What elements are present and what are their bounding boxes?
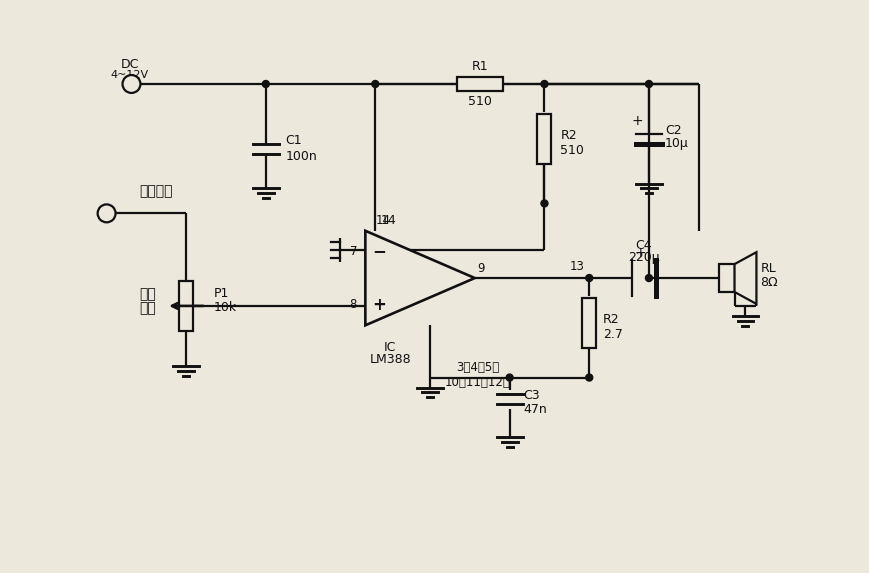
Text: LM388: LM388: [369, 352, 411, 366]
Text: R2: R2: [603, 313, 620, 327]
Text: 510: 510: [468, 95, 492, 108]
Polygon shape: [365, 231, 474, 325]
Text: 10、11、12脚: 10、11、12脚: [445, 376, 511, 389]
Text: P1: P1: [214, 288, 229, 300]
Text: +: +: [372, 296, 386, 314]
Circle shape: [541, 200, 548, 207]
Text: 47n: 47n: [523, 403, 547, 416]
Text: −: −: [372, 242, 386, 260]
Circle shape: [123, 75, 141, 93]
Text: 14: 14: [381, 214, 396, 227]
Bar: [457, 77, 502, 91]
Text: 7: 7: [349, 245, 357, 258]
Text: 8: 8: [349, 299, 357, 311]
Bar: [179, 281, 193, 331]
Text: 音量: 音量: [140, 287, 156, 301]
Text: 调节: 调节: [140, 301, 156, 315]
Text: DC: DC: [120, 57, 139, 70]
Bar: [719, 264, 734, 292]
Text: 13: 13: [570, 260, 585, 273]
Text: +: +: [631, 114, 643, 128]
Text: 9: 9: [477, 262, 484, 274]
Circle shape: [586, 374, 593, 381]
Text: R2: R2: [561, 129, 577, 142]
Text: C1: C1: [286, 134, 302, 147]
Text: 10k: 10k: [214, 301, 237, 315]
Bar: [582, 298, 596, 348]
Text: C2: C2: [665, 124, 681, 138]
Text: 4~12V: 4~12V: [110, 70, 149, 80]
Text: 2.7: 2.7: [603, 328, 623, 342]
Text: 14: 14: [375, 214, 390, 227]
Text: 220μ: 220μ: [628, 250, 660, 264]
Circle shape: [586, 274, 593, 281]
Text: RL: RL: [760, 262, 776, 274]
Bar: [538, 114, 552, 164]
Text: C3: C3: [523, 389, 541, 402]
Circle shape: [97, 205, 116, 222]
Circle shape: [646, 80, 653, 88]
Text: 10μ: 10μ: [665, 137, 688, 150]
Circle shape: [372, 80, 379, 88]
Text: 音频输入: 音频输入: [140, 185, 173, 198]
Text: 510: 510: [561, 144, 584, 157]
Polygon shape: [734, 252, 756, 304]
Circle shape: [262, 80, 269, 88]
Text: R1: R1: [472, 60, 488, 73]
Circle shape: [541, 80, 548, 88]
Text: IC: IC: [384, 341, 396, 354]
Text: 3、4、5、: 3、4、5、: [456, 361, 500, 374]
Text: +: +: [634, 246, 646, 260]
Text: 8Ω: 8Ω: [760, 276, 778, 289]
Circle shape: [506, 374, 513, 381]
Text: 100n: 100n: [286, 150, 317, 163]
Text: C4: C4: [635, 239, 653, 252]
Circle shape: [646, 274, 653, 281]
